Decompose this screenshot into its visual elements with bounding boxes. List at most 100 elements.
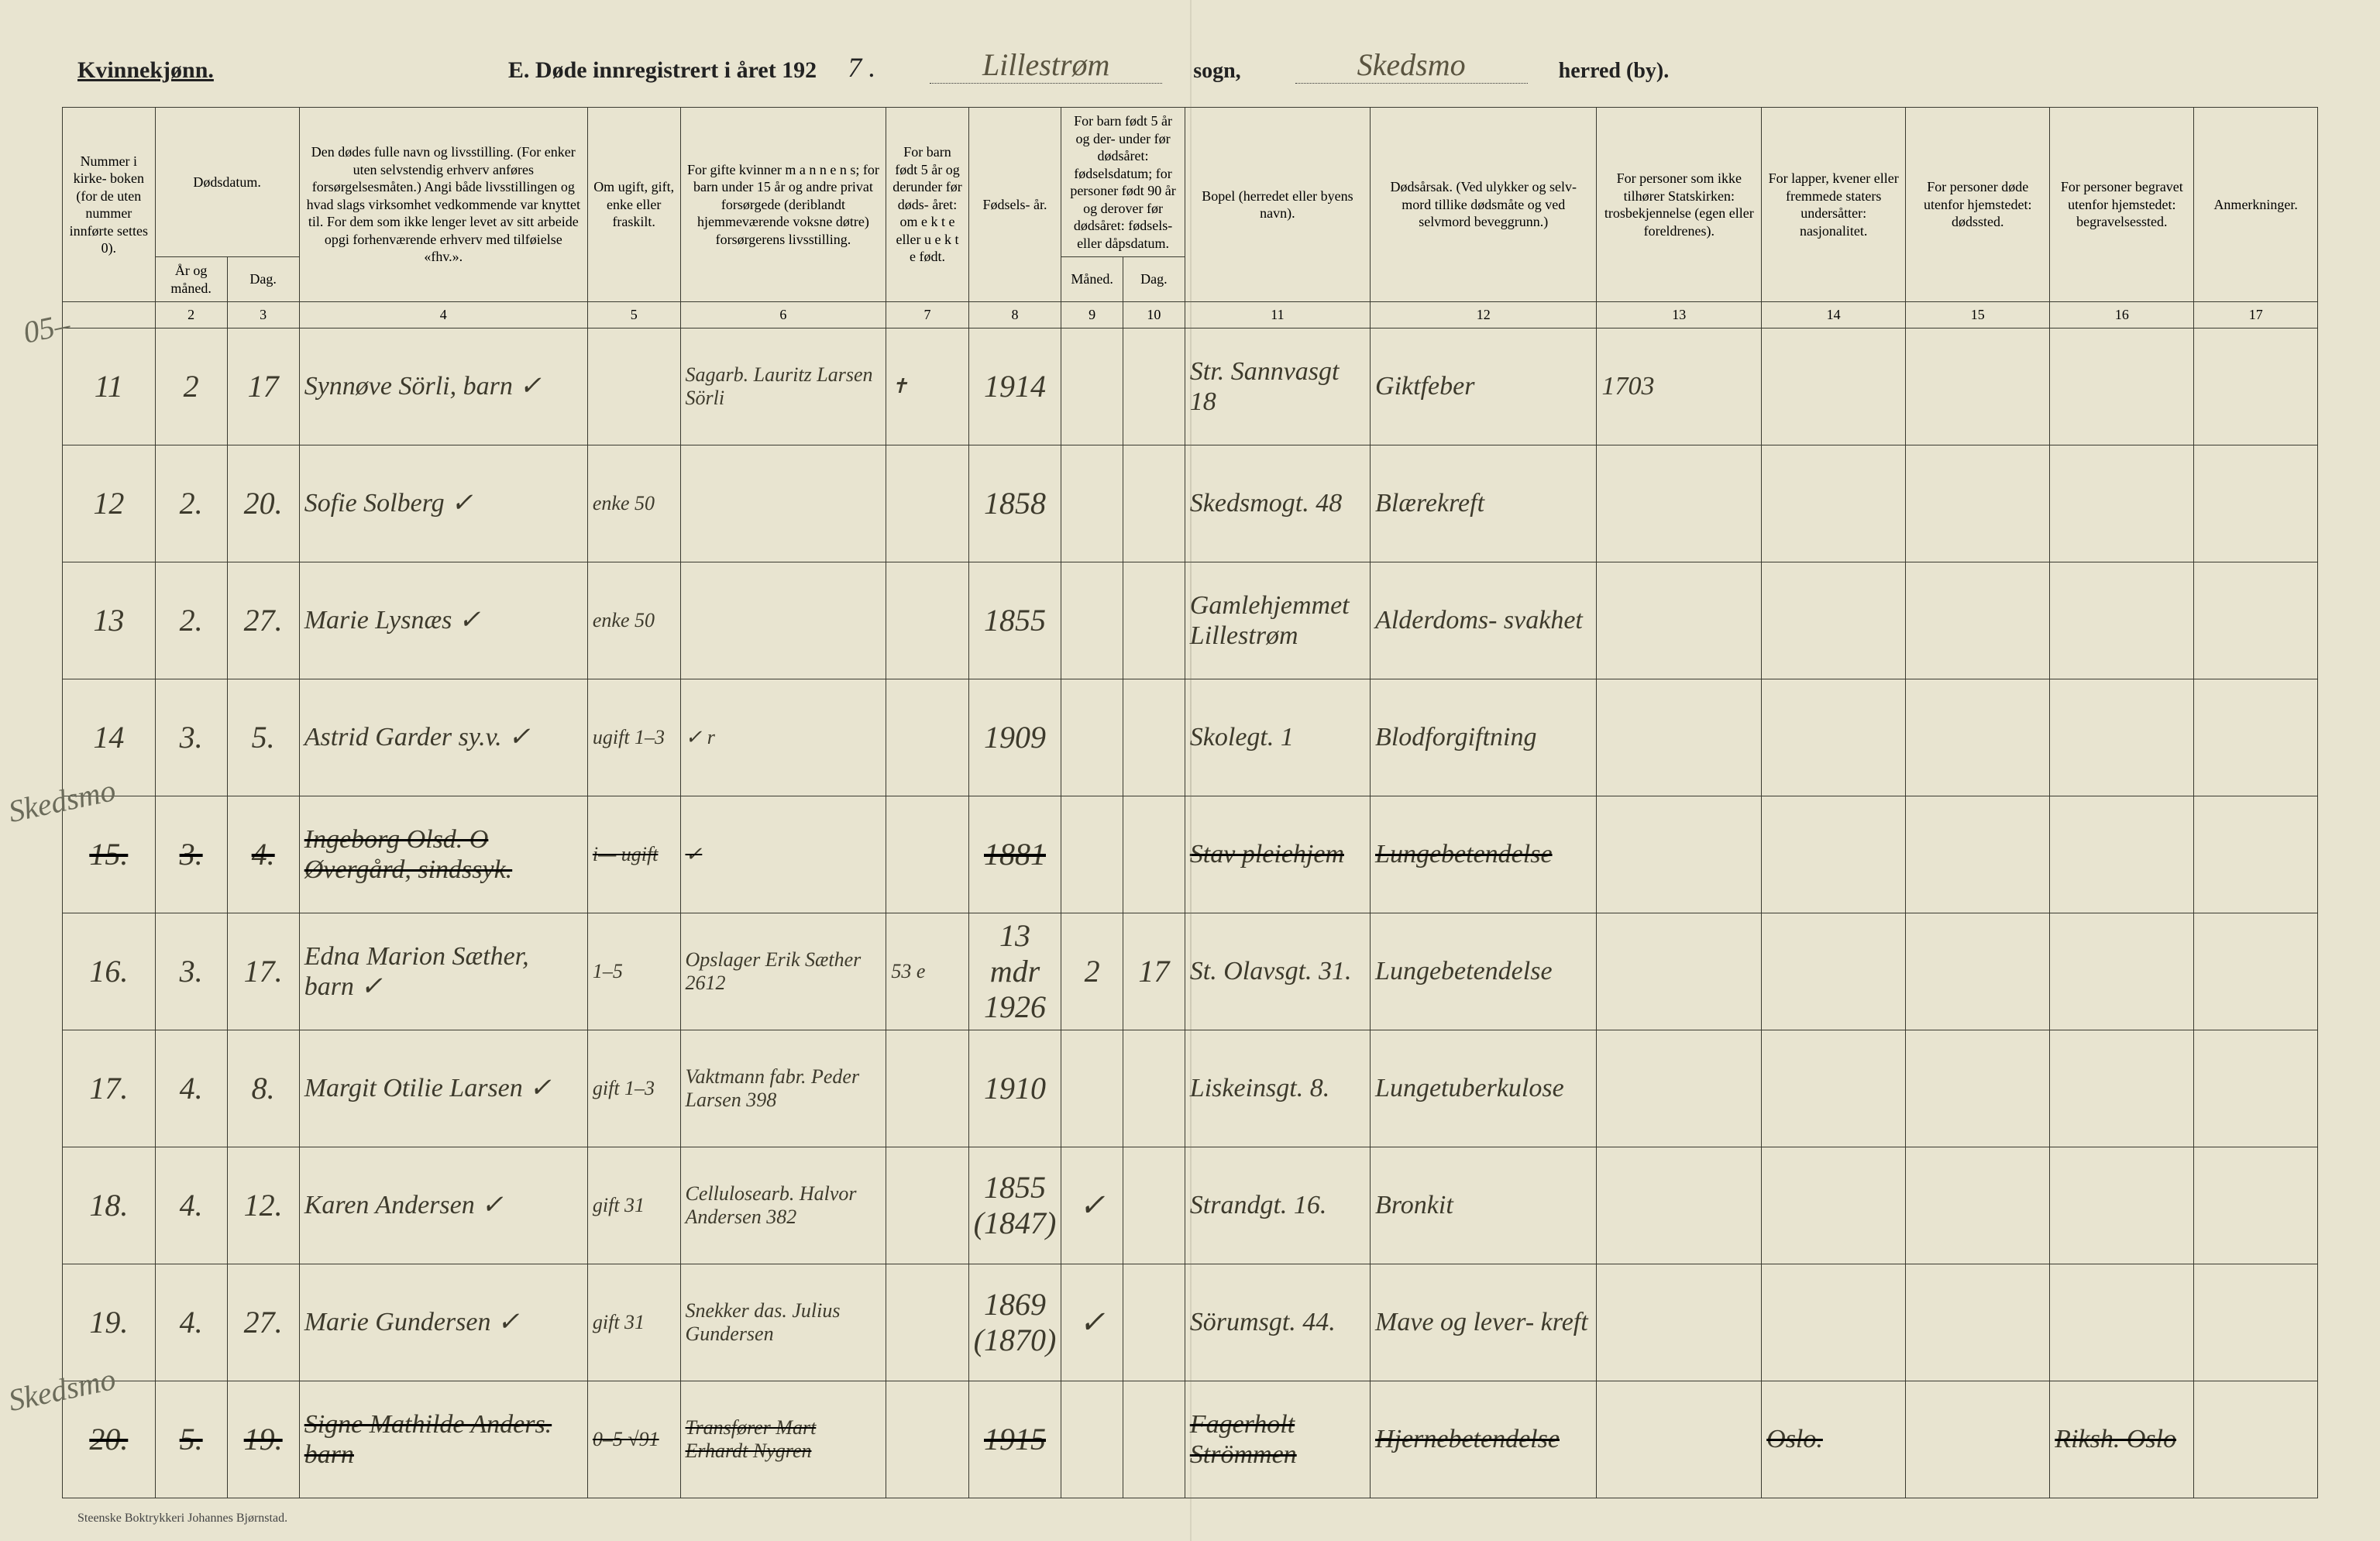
cell-num: 13	[63, 562, 156, 679]
cell-c15	[1906, 796, 2050, 913]
cell-fdag	[1123, 562, 1185, 679]
cell-aarsak: Lungebetendelse	[1371, 913, 1597, 1030]
column-number: 7	[886, 302, 968, 328]
cell-ekte	[886, 1030, 968, 1147]
cell-stand: ugift 1–3	[587, 679, 680, 796]
cell-navn: Marie Lysnæs ✓	[299, 562, 587, 679]
cell-bopel: St. Olavsgt. 31.	[1185, 913, 1370, 1030]
cell-bopel: Fagerholt Strömmen	[1185, 1381, 1370, 1498]
cell-c15	[1906, 1030, 2050, 1147]
cell-dag: 20.	[227, 445, 299, 562]
col-16-head: For personer begravet utenfor hjemstedet…	[2050, 108, 2194, 302]
cell-num: 18.	[63, 1147, 156, 1264]
cell-bopel: Skolegt. 1	[1185, 679, 1370, 796]
cell-c16: Riksh. Oslo	[2050, 1381, 2194, 1498]
cell-aarsak: Mave og lever- kreft	[1371, 1264, 1597, 1381]
cell-mnd: 4.	[155, 1264, 227, 1381]
col-5-head: Om ugift, gift, enke eller fraskilt.	[587, 108, 680, 302]
cell-c15	[1906, 1381, 2050, 1498]
cell-fmnd	[1061, 1381, 1123, 1498]
col-9b-head: Dag.	[1123, 257, 1185, 302]
cell-c14	[1762, 679, 1906, 796]
table-row: 15.3.4.Ingeborg Olsd. O Øvergård, sindss…	[63, 796, 2318, 913]
table-row: 17.4.8.Margit Otilie Larsen ✓gift 1–3Vak…	[63, 1030, 2318, 1147]
cell-navn: Karen Andersen ✓	[299, 1147, 587, 1264]
cell-faar: 1858	[968, 445, 1061, 562]
cell-fmnd	[1061, 1030, 1123, 1147]
cell-c13	[1597, 679, 1762, 796]
cell-mann	[680, 562, 886, 679]
cell-c13	[1597, 445, 1762, 562]
cell-mnd: 4.	[155, 1147, 227, 1264]
cell-aarsak: Lungetuberkulose	[1371, 1030, 1597, 1147]
table-row: 16.3.17.Edna Marion Sæther, barn ✓1–5Ops…	[63, 913, 2318, 1030]
cell-fdag	[1123, 679, 1185, 796]
cell-num: 16.	[63, 913, 156, 1030]
col-9-top: For barn født 5 år og der- under før død…	[1061, 108, 1185, 257]
sogn-value: Lillestrøm	[930, 46, 1162, 84]
table-row: 132.27.Marie Lysnæs ✓enke 501855Gamlehje…	[63, 562, 2318, 679]
col-7-head: For barn født 5 år og derunder før døds-…	[886, 108, 968, 302]
sogn-label: sogn,	[1193, 59, 1240, 84]
cell-dag: 4.	[227, 796, 299, 913]
cell-faar: 1869 (1870)	[968, 1264, 1061, 1381]
table-row: 122.20.Sofie Solberg ✓enke 501858Skedsmo…	[63, 445, 2318, 562]
table-row: 11217Synnøve Sörli, barn ✓Sagarb. Laurit…	[63, 328, 2318, 445]
cell-stand: i— ugift	[587, 796, 680, 913]
cell-c17	[2194, 679, 2318, 796]
cell-mnd: 5.	[155, 1381, 227, 1498]
cell-num: 12	[63, 445, 156, 562]
column-number	[63, 302, 156, 328]
col-13-head: For personer som ikke tilhører Statskirk…	[1597, 108, 1762, 302]
cell-c15	[1906, 1264, 2050, 1381]
cell-aarsak: Blærekreft	[1371, 445, 1597, 562]
cell-c17	[2194, 1381, 2318, 1498]
col-15-head: For personer døde utenfor hjemstedet: dø…	[1906, 108, 2050, 302]
table-body: 11217Synnøve Sörli, barn ✓Sagarb. Laurit…	[63, 328, 2318, 1498]
table-row: 18.4.12.Karen Andersen ✓gift 31Cellulose…	[63, 1147, 2318, 1264]
column-number: 2	[155, 302, 227, 328]
column-number-row: 234567891011121314151617	[63, 302, 2318, 328]
cell-bopel: Gamlehjemmet Lillestrøm	[1185, 562, 1370, 679]
cell-mann: ✓	[680, 796, 886, 913]
cell-c14	[1762, 562, 1906, 679]
cell-bopel: Sörumsgt. 44.	[1185, 1264, 1370, 1381]
cell-c13	[1597, 1264, 1762, 1381]
cell-mnd: 3.	[155, 913, 227, 1030]
column-number: 13	[1597, 302, 1762, 328]
cell-faar: 1915	[968, 1381, 1061, 1498]
cell-fmnd	[1061, 445, 1123, 562]
cell-fdag	[1123, 1381, 1185, 1498]
cell-fdag	[1123, 328, 1185, 445]
cell-c16	[2050, 1264, 2194, 1381]
cell-faar: 13 mdr 1926	[968, 913, 1061, 1030]
cell-bopel: Stav pleiehjem	[1185, 796, 1370, 913]
cell-c17	[2194, 445, 2318, 562]
cell-c15	[1906, 679, 2050, 796]
column-number: 4	[299, 302, 587, 328]
cell-dag: 17	[227, 328, 299, 445]
cell-fdag	[1123, 1030, 1185, 1147]
cell-c15	[1906, 328, 2050, 445]
col-1-head: Nummer i kirke- boken (for de uten numme…	[63, 108, 156, 302]
cell-c15	[1906, 1147, 2050, 1264]
col-2-top: Dødsdatum.	[155, 108, 299, 257]
cell-c14	[1762, 445, 1906, 562]
cell-fmnd: ✓	[1061, 1264, 1123, 1381]
cell-ekte	[886, 1147, 968, 1264]
register-page: Kvinnekjønn. E. Døde innregistrert i åre…	[0, 0, 2380, 1541]
cell-mann	[680, 445, 886, 562]
cell-num: 11	[63, 328, 156, 445]
cell-aarsak: Lungebetendelse	[1371, 796, 1597, 913]
cell-mann: Snekker das. Julius Gundersen	[680, 1264, 886, 1381]
register-table: Nummer i kirke- boken (for de uten numme…	[62, 107, 2318, 1498]
cell-num: 17.	[63, 1030, 156, 1147]
cell-bopel: Strandgt. 16.	[1185, 1147, 1370, 1264]
col-9a-head: Måned.	[1061, 257, 1123, 302]
cell-c13	[1597, 1030, 1762, 1147]
cell-c14	[1762, 328, 1906, 445]
table-row: 19.4.27.Marie Gundersen ✓gift 31Snekker …	[63, 1264, 2318, 1381]
col-2a-head: År og måned.	[155, 257, 227, 302]
cell-navn: Sofie Solberg ✓	[299, 445, 587, 562]
cell-ekte: 53 e	[886, 913, 968, 1030]
